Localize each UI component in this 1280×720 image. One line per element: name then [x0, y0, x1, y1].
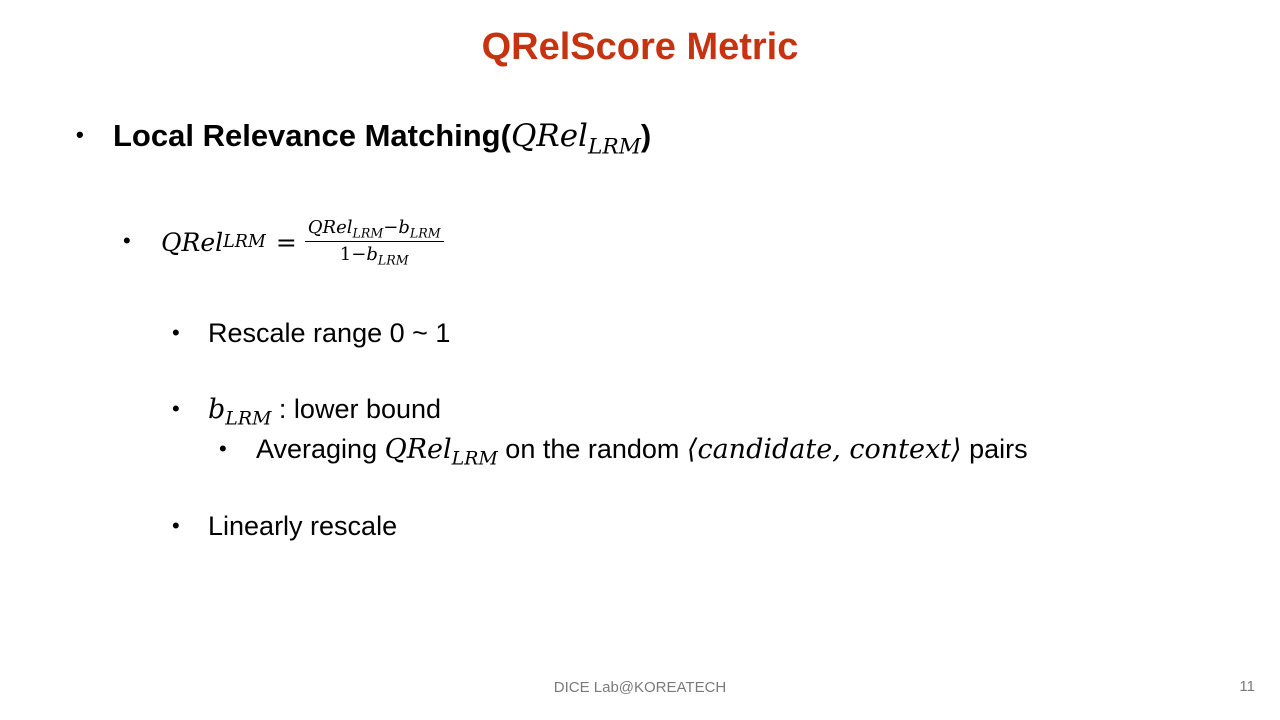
footer-label: DICE Lab@KOREATECH: [553, 679, 727, 696]
bullet-marker: •: [219, 436, 227, 461]
fraction-denominator: 1−bLRM: [339, 243, 409, 267]
heading-text: Local Relevance Matching(QRelLRM): [113, 118, 652, 160]
page-number: 11: [1239, 678, 1255, 695]
fraction-numerator: QRelLRM−bLRM: [304, 217, 444, 242]
slide-title: QRelScore Metric: [481, 26, 799, 68]
qrel-lrm-equation: QRel LRM = QRelLRM−bLRM 1−bLRM: [161, 212, 444, 272]
bullet-marker: •: [76, 122, 84, 147]
bullet-marker: •: [172, 320, 180, 345]
bullet-marker: •: [172, 396, 180, 421]
bullet-marker: •: [172, 513, 180, 538]
bullet-marker: •: [123, 228, 131, 253]
equation-fraction: QRelLRM−bLRM 1−bLRM: [304, 217, 444, 267]
